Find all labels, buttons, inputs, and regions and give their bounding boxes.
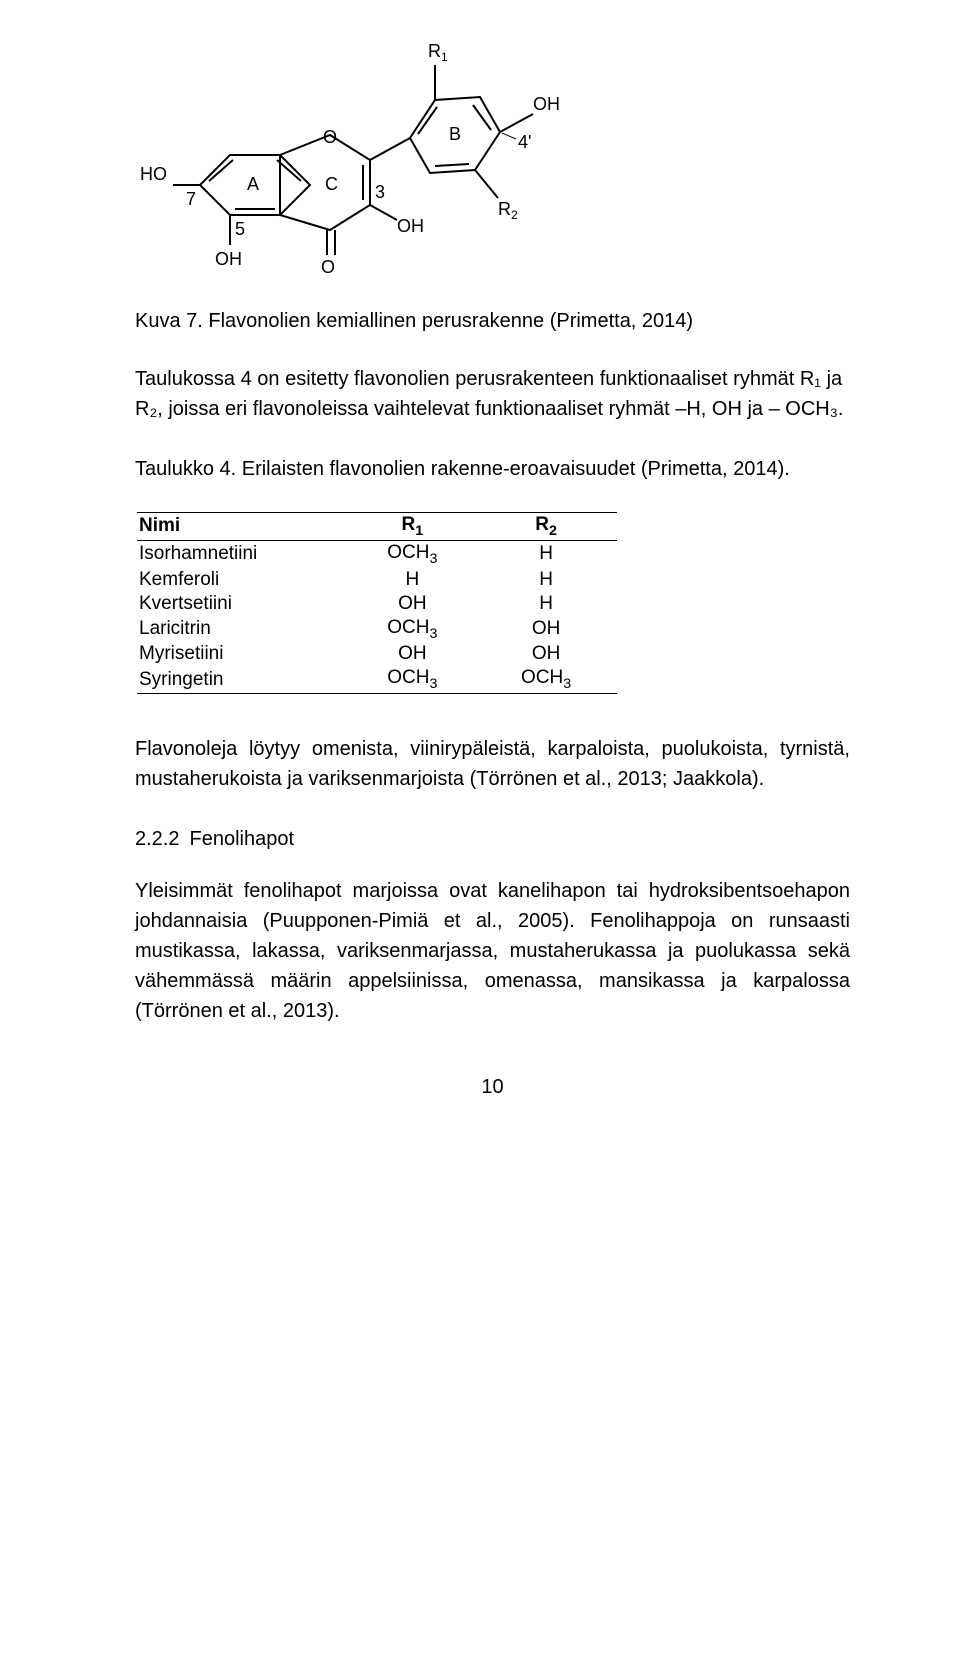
th-name: Nimi — [137, 513, 350, 541]
table-caption: Taulukko 4. Erilaisten flavonolien raken… — [135, 454, 850, 484]
paragraph-flavonol-sources: Flavonoleja löytyy omenista, viinirypäle… — [135, 734, 850, 794]
table-row: MyrisetiiniOHOH — [137, 642, 617, 666]
cell-r1: OH — [350, 642, 484, 666]
label-A: A — [247, 174, 259, 194]
label-HO-7: HO — [140, 164, 167, 184]
table-header-row: Nimi R1 R2 — [137, 513, 617, 541]
cell-r1: OCH3 — [350, 540, 484, 567]
cell-name: Kvertsetiini — [137, 592, 350, 616]
cell-r2: H — [483, 568, 617, 592]
cell-r2: H — [483, 540, 617, 567]
section-heading: 2.2.2 Fenolihapot — [135, 824, 850, 854]
cell-name: Isorhamnetiini — [137, 540, 350, 567]
cell-r2: OH — [483, 616, 617, 643]
molecule-svg: HO 7 A 5 OH O C 3 OH O B R1 4' OH R2 — [135, 30, 565, 280]
chemical-structure-figure: HO 7 A 5 OH O C 3 OH O B R1 4' OH R2 — [135, 30, 850, 280]
label-B: B — [449, 124, 461, 144]
label-R1: R1 — [428, 41, 448, 64]
cell-r1: OCH3 — [350, 616, 484, 643]
cell-name: Myrisetiini — [137, 642, 350, 666]
intro-paragraph: Taulukossa 4 on esitetty flavonolien per… — [135, 364, 850, 424]
th-r1: R1 — [350, 513, 484, 541]
cell-name: Syringetin — [137, 666, 350, 693]
cell-r1: OH — [350, 592, 484, 616]
th-r2: R2 — [483, 513, 617, 541]
cell-name: Laricitrin — [137, 616, 350, 643]
label-O-top: O — [323, 127, 337, 147]
cell-name: Kemferoli — [137, 568, 350, 592]
table-row: KemferoliHH — [137, 568, 617, 592]
section-title: Fenolihapot — [189, 828, 294, 850]
label-4p: 4' — [518, 132, 531, 152]
cell-r1: H — [350, 568, 484, 592]
label-OH-5: OH — [215, 249, 242, 269]
label-3: 3 — [375, 182, 385, 202]
figure-caption: Kuva 7. Flavonolien kemiallinen perusrak… — [135, 306, 850, 336]
section-number: 2.2.2 — [135, 828, 179, 850]
flavonol-table: Nimi R1 R2 IsorhamnetiiniOCH3HKemferoliH… — [137, 512, 617, 694]
table-row: KvertsetiiniOHH — [137, 592, 617, 616]
label-5: 5 — [235, 219, 245, 239]
cell-r2: H — [483, 592, 617, 616]
label-C: C — [325, 174, 338, 194]
label-OH-4p: OH — [533, 94, 560, 114]
label-O-dbl: O — [321, 257, 335, 277]
label-7: 7 — [186, 189, 196, 209]
cell-r2: OCH3 — [483, 666, 617, 693]
page-number: 10 — [135, 1076, 850, 1099]
cell-r2: OH — [483, 642, 617, 666]
label-R2: R2 — [498, 199, 518, 222]
paragraph-phenolic-acids: Yleisimmät fenolihapot marjoissa ovat ka… — [135, 876, 850, 1026]
table-row: IsorhamnetiiniOCH3H — [137, 540, 617, 567]
table-row: SyringetinOCH3OCH3 — [137, 666, 617, 693]
cell-r1: OCH3 — [350, 666, 484, 693]
table-row: LaricitrinOCH3OH — [137, 616, 617, 643]
label-OH-3: OH — [397, 216, 424, 236]
